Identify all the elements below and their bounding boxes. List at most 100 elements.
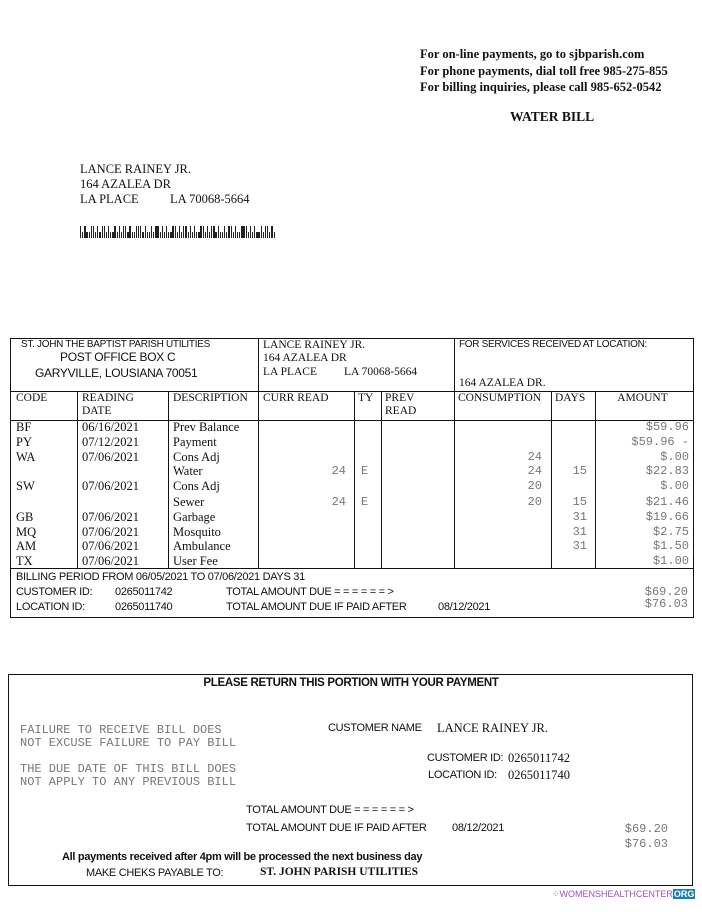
column-header: CURR READ: [263, 392, 329, 404]
cell-desc: Prev Balance: [173, 420, 240, 434]
cell-date: 07/06/2021: [82, 449, 139, 464]
cell-code: WA: [16, 449, 36, 464]
customer-id: 0265011742: [115, 586, 173, 598]
customer-street: 164 AZALEA DR: [263, 352, 347, 364]
cell-cons: 24: [527, 464, 542, 479]
cell-code: BF: [16, 420, 32, 434]
utility-city: GARYVILLE, LOUSIANA 70051: [35, 366, 198, 380]
watermark-text: WOMENSHEALTHCENTER: [559, 889, 673, 899]
cell-date: 07/06/2021: [82, 554, 139, 569]
return-title: PLEASE RETURN THIS PORTION WITH YOUR PAY…: [203, 677, 499, 689]
cell-code: TX: [16, 554, 33, 569]
cell-code: SW: [16, 479, 35, 494]
utility-name: ST. JOHN THE BAPTIST PARISH UTILITIES: [21, 339, 210, 350]
mailing-city: LA PLACE: [80, 192, 139, 206]
cell-amount: $21.46: [645, 495, 689, 509]
online-payment-info: For on-line payments, go to sjbparish.co…: [420, 47, 645, 61]
return-total-late-label: TOTAL AMOUNT DUE IF PAID AFTER: [246, 822, 427, 834]
cell-curr: 24: [331, 495, 346, 509]
cell-date: 07/12/2021: [82, 434, 139, 449]
cell-code: MQ: [16, 524, 37, 539]
notice-2b: NOT APPLY TO ANY PREVIOUS BILL: [20, 775, 237, 789]
cell-amount: $.00: [660, 449, 689, 464]
cell-date: 07/06/2021: [82, 524, 139, 539]
payable-label: MAKE CHEKS PAYABLE TO:: [86, 867, 224, 879]
cell-date: 07/06/2021: [82, 509, 139, 524]
column-header: DAYS: [555, 392, 586, 404]
watermark-logo: ⁘WOMENSHEALTHCENTERORG: [552, 889, 696, 899]
return-total-late: $76.03: [624, 837, 668, 851]
cell-desc: Cons Adj: [173, 479, 220, 494]
mailing-street: 164 AZALEA DR: [80, 177, 171, 191]
cell-code: GB: [16, 509, 34, 524]
cell-cons: 20: [527, 479, 542, 494]
notice-1a: FAILURE TO RECEIVE BILL DOES: [20, 723, 222, 737]
column-header: READING DATE: [82, 392, 134, 417]
cell-cons: 20: [527, 495, 542, 509]
column-header: PREV READ: [385, 392, 417, 417]
return-customer-id-label: CUSTOMER ID:: [427, 752, 504, 764]
cell-ty: E: [361, 464, 369, 479]
payable-to: ST. JOHN PARISH UTILITIES: [260, 866, 419, 878]
total-late: $76.03: [644, 597, 688, 611]
due-date: 08/12/2021: [438, 601, 491, 613]
cell-date: 07/06/2021: [82, 479, 139, 494]
column-header: CONSUMPTION: [458, 392, 542, 404]
cell-amount: $19.66: [645, 509, 689, 524]
billing-inquiry-info: For billing inquiries, please call 985-6…: [420, 80, 662, 94]
location-id-label: LOCATION ID:: [16, 601, 85, 613]
cell-amount: $1.50: [652, 539, 689, 554]
cell-desc: Garbage: [173, 509, 216, 524]
billing-period: BILLING PERIOD FROM 06/05/2021 TO 07/06/…: [16, 571, 305, 583]
cutoff-notice: All payments received after 4pm will be …: [62, 851, 423, 863]
bill-title: WATER BILL: [510, 109, 595, 124]
cell-amount: $2.75: [652, 524, 689, 539]
cell-amount: $22.83: [645, 464, 689, 479]
cell-desc: Payment: [173, 434, 217, 449]
cell-code: AM: [16, 539, 37, 554]
cell-date: 07/06/2021: [82, 539, 139, 554]
return-portion: [8, 674, 693, 886]
total-due: $69.20: [644, 585, 688, 599]
watermark-suffix: ORG: [672, 889, 696, 899]
mailing-name: LANCE RAINEY JR.: [80, 162, 191, 176]
column-header: DESCRIPTION: [173, 392, 248, 404]
return-location-id: 0265011740: [508, 768, 571, 782]
location-id: 0265011740: [115, 601, 173, 613]
cell-curr: 24: [331, 464, 346, 479]
cell-cons: 24: [527, 449, 542, 464]
return-location-id-label: LOCATION ID:: [428, 769, 497, 781]
cell-days: 31: [572, 509, 587, 524]
total-late-label: TOTAL AMOUNT DUE IF PAID AFTER: [226, 601, 407, 613]
cell-desc: Sewer: [173, 495, 205, 509]
cell-desc: User Fee: [173, 554, 218, 569]
return-total-due-label: TOTAL AMOUNT DUE = = = = = = >: [246, 804, 414, 816]
cell-days: 15: [572, 495, 587, 509]
customer-state-zip: LA 70068-5664: [344, 366, 418, 378]
cell-desc: Cons Adj: [173, 449, 220, 464]
phone-payment-info: For phone payments, dial toll free 985-2…: [420, 64, 668, 78]
cell-days: 31: [572, 524, 587, 539]
cell-code: PY: [16, 434, 32, 449]
postal-barcode: [80, 226, 276, 238]
return-customer-name-label: CUSTOMER NAME: [328, 722, 422, 734]
customer-city: LA PLACE: [263, 366, 317, 378]
cell-amount: $1.00: [652, 554, 689, 569]
cell-desc: Water: [173, 464, 203, 479]
return-customer-id: 0265011742: [508, 751, 571, 765]
service-location-label: FOR SERVICES RECEIVED AT LOCATION:: [459, 339, 647, 350]
notice-1b: NOT EXCUSE FAILURE TO PAY BILL: [20, 736, 237, 750]
customer-name: LANCE RAINEY JR.: [263, 339, 366, 351]
return-customer-name: LANCE RAINEY JR.: [437, 721, 548, 735]
cell-date: 06/16/2021: [82, 420, 139, 434]
cell-desc: Mosquito: [173, 524, 221, 539]
cell-desc: Ambulance: [173, 539, 231, 554]
return-total-due: $69.20: [624, 822, 668, 836]
customer-id-label: CUSTOMER ID:: [16, 586, 93, 598]
column-header: TY: [358, 392, 374, 404]
cell-days: 31: [572, 539, 587, 554]
utility-box: POST OFFICE BOX C: [60, 350, 176, 364]
cell-amount: $59.96: [645, 420, 689, 434]
cell-days: 15: [572, 464, 587, 479]
